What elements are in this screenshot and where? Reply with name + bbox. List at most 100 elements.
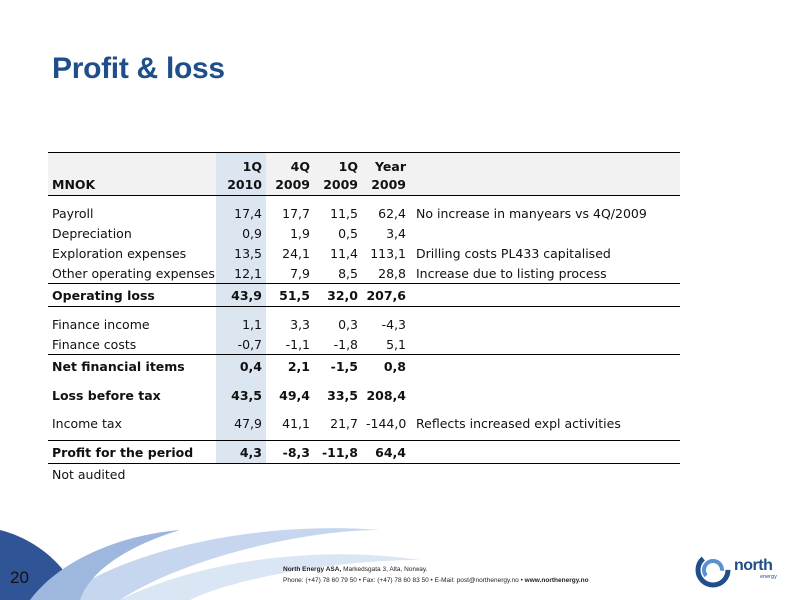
row-value: 5,1 — [386, 336, 406, 352]
row-value: 17,4 — [216, 203, 266, 223]
row-value: 28,8 — [378, 265, 406, 281]
row-value: 208,4 — [366, 387, 406, 403]
header-cell: 1Q — [314, 152, 362, 174]
row-value: 3,3 — [290, 316, 310, 332]
row-comment — [410, 354, 680, 377]
row-value: 0,8 — [362, 354, 410, 377]
row-value: 32,0 — [314, 283, 362, 307]
row-label: Payroll — [52, 205, 94, 221]
row-value: 64,4 — [362, 440, 410, 464]
table-row-total: Operating loss 43,9 51,5 32,0 207,6 — [48, 283, 680, 307]
row-value: 4,3 — [216, 440, 266, 464]
row-value: 51,5 — [266, 283, 314, 307]
row-value: 43,5 — [216, 384, 266, 406]
logo-sub: energy — [760, 574, 777, 580]
row-label: Exploration expenses — [52, 245, 187, 261]
header-cell — [48, 152, 216, 174]
header-cell: 2009 — [266, 174, 314, 196]
header-cell: 2010 — [216, 174, 266, 196]
row-value: 1,9 — [290, 225, 310, 241]
row-comment — [410, 314, 680, 334]
row-comment: Drilling costs PL433 capitalised — [416, 245, 611, 261]
row-value: -4,3 — [381, 316, 406, 332]
header-cell — [410, 174, 680, 196]
row-comment — [410, 440, 680, 464]
table-row: Finance costs -0,7 -1,1 -1,8 5,1 — [48, 334, 680, 355]
footer-company: North Energy ASA, — [283, 566, 342, 573]
table-row: Finance income 1,1 3,3 0,3 -4,3 — [48, 314, 680, 334]
row-comment — [410, 334, 680, 355]
row-value: 11,5 — [330, 205, 358, 221]
row-value: 3,4 — [386, 225, 406, 241]
footer: North Energy ASA, Markedsgata 3, Alta, N… — [283, 564, 589, 586]
row-label: Profit for the period — [48, 440, 216, 464]
table-row: Income tax 47,9 41,1 21,7 -144,0 Reflect… — [48, 413, 680, 433]
row-value: 0,9 — [216, 223, 266, 243]
row-value: 7,9 — [290, 265, 310, 281]
table-row: Other operating expenses 12,1 7,9 8,5 28… — [48, 263, 680, 284]
row-comment — [410, 384, 680, 406]
north-energy-logo-icon — [695, 552, 731, 588]
row-value: 207,6 — [362, 283, 410, 307]
row-label: Depreciation — [52, 225, 132, 241]
header-cell: 1Q — [216, 152, 266, 174]
row-label: Finance costs — [52, 336, 137, 352]
table-row: Depreciation 0,9 1,9 0,5 3,4 — [48, 223, 680, 243]
row-value: 13,5 — [216, 243, 266, 263]
row-value: 21,7 — [330, 415, 358, 431]
table-header-row: MNOK 2010 2009 2009 2009 — [48, 174, 680, 196]
table-row-total: Profit for the period 4,3 -8,3 -11,8 64,… — [48, 440, 680, 464]
row-value: 41,1 — [282, 415, 310, 431]
header-cell: Year — [362, 152, 410, 174]
page-number: 20 — [10, 568, 29, 587]
row-comment — [410, 283, 680, 307]
header-cell: MNOK — [48, 174, 216, 196]
row-comment: Reflects increased expl activities — [416, 415, 621, 431]
row-value: 2,1 — [266, 354, 314, 377]
row-value: 43,9 — [216, 283, 266, 307]
header-cell — [410, 152, 680, 174]
header-cell: 2009 — [314, 174, 362, 196]
table-header-row: 1Q 4Q 1Q Year — [48, 152, 680, 174]
page-title: Profit & loss — [52, 52, 225, 85]
row-value: -1,1 — [285, 336, 310, 352]
footer-address: Markedsgata 3, Alta, Norway. — [343, 566, 428, 573]
not-audited-note: Not audited — [52, 466, 126, 482]
row-value: 47,9 — [216, 413, 266, 433]
header-cell: 4Q — [266, 152, 314, 174]
row-value: 11,4 — [330, 245, 358, 261]
row-value: 12,1 — [216, 263, 266, 284]
row-value: 8,5 — [338, 265, 358, 281]
table-row-total: Net financial items 0,4 2,1 -1,5 0,8 — [48, 354, 680, 377]
row-comment: Increase due to listing process — [416, 265, 607, 281]
row-value: 0,5 — [338, 225, 358, 241]
row-label: Finance income — [52, 316, 150, 332]
table-row: Payroll 17,4 17,7 11,5 62,4 No increase … — [48, 203, 680, 223]
logo-name: north — [734, 557, 773, 574]
header-cell: 2009 — [362, 174, 410, 196]
row-label: Income tax — [52, 415, 122, 431]
row-value: 33,5 — [327, 387, 358, 403]
row-value: 113,1 — [370, 245, 406, 261]
row-comment — [410, 223, 680, 243]
decorative-swoosh — [0, 528, 420, 600]
row-label: Loss before tax — [52, 387, 161, 403]
row-value: -0,7 — [216, 334, 266, 355]
row-value: 62,4 — [378, 205, 406, 221]
table-row: Exploration expenses 13,5 24,1 11,4 113,… — [48, 243, 680, 263]
table-row-total: Loss before tax 43,5 49,4 33,5 208,4 — [48, 384, 680, 406]
row-value: -11,8 — [314, 440, 362, 464]
row-value: -144,0 — [366, 415, 407, 431]
row-value: 17,7 — [282, 205, 310, 221]
row-label: Other operating expenses — [52, 265, 215, 281]
row-value: 49,4 — [279, 387, 310, 403]
row-value: 0,3 — [338, 316, 358, 332]
row-value: -1,8 — [333, 336, 358, 352]
row-label: Net financial items — [48, 354, 216, 377]
profit-loss-table: 1Q 4Q 1Q Year MNOK 2010 2009 2009 2009 P… — [48, 152, 680, 484]
row-label: Operating loss — [48, 283, 216, 307]
footer-website: www.northenergy.no — [524, 577, 589, 584]
row-comment: No increase in manyears vs 4Q/2009 — [416, 205, 647, 221]
row-value: 0,4 — [216, 354, 266, 377]
row-value: -8,3 — [266, 440, 314, 464]
